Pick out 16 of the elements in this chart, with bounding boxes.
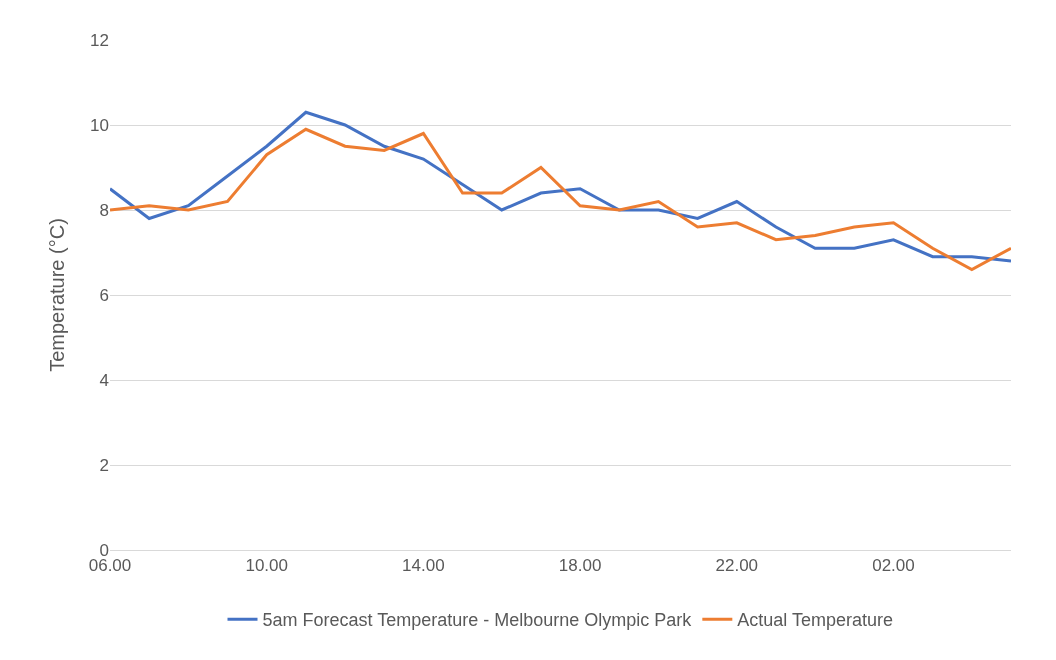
- legend-label: Actual Temperature: [737, 610, 894, 631]
- y-tick-label: 8: [99, 200, 109, 220]
- line-series: [110, 127, 1011, 271]
- y-tick-label: 6: [99, 285, 109, 305]
- y-tick-label: 10: [90, 115, 109, 135]
- y-tick-label: 12: [90, 30, 109, 50]
- x-tick-label: 10.00: [245, 556, 288, 576]
- x-tick-label: 18.00: [558, 556, 602, 576]
- x-tick-label: 22.00: [715, 556, 759, 576]
- y-tick-label: 4: [99, 370, 109, 390]
- y-tick-label: 2: [99, 455, 109, 475]
- x-tick-label: 14.00: [402, 556, 445, 576]
- legend-label: 5am Forecast Temperature - Melbourne Olympic Park: [262, 610, 693, 631]
- y-axis-title: Temperature (°C): [45, 218, 68, 372]
- x-tick-label: 02.00: [872, 556, 915, 576]
- line-series: [110, 110, 1011, 263]
